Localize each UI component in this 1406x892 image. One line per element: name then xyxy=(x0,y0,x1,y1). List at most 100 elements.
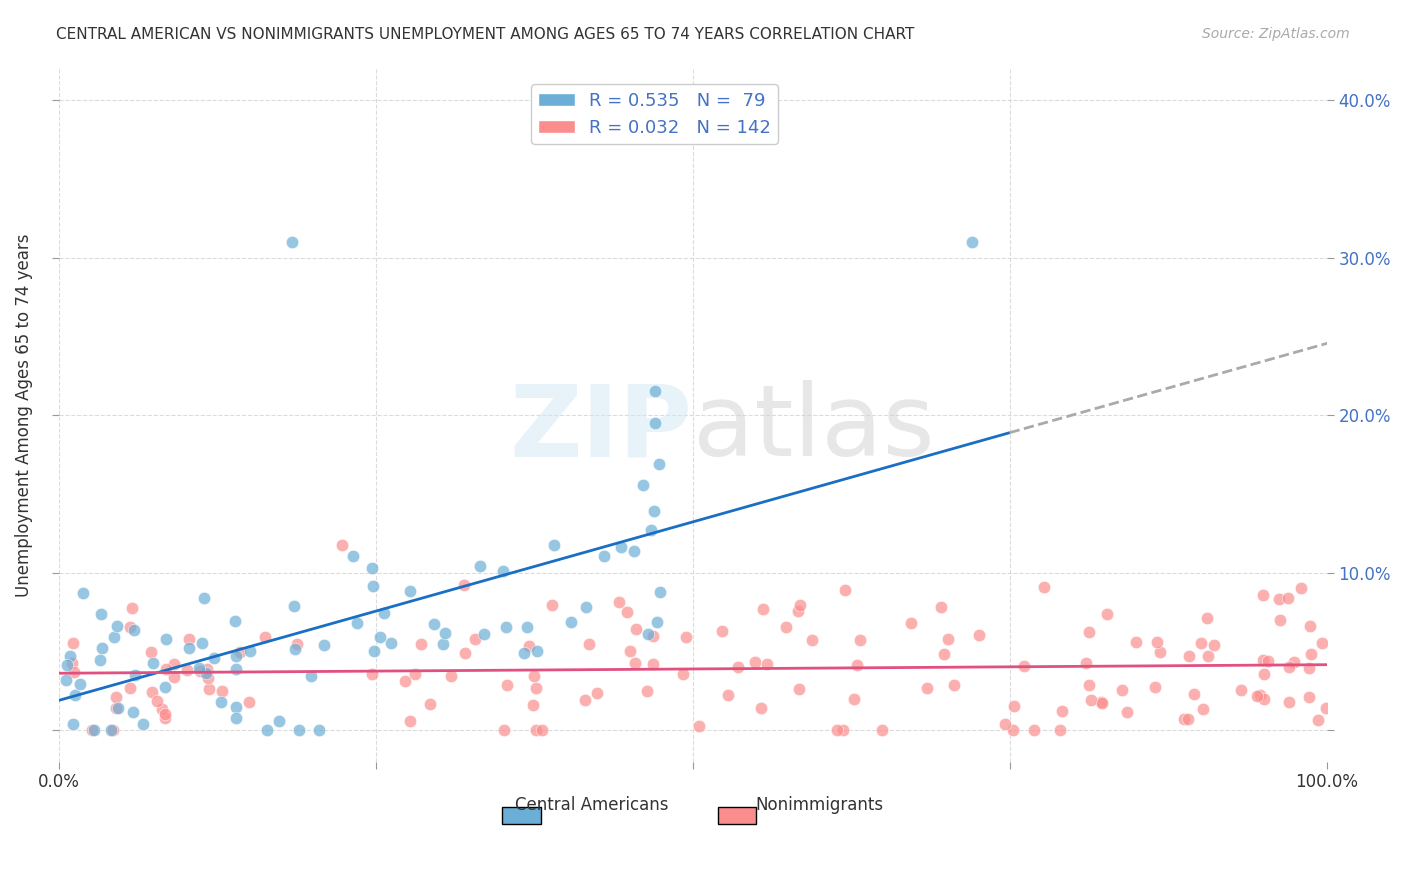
Point xyxy=(1144,680,1167,694)
Point xyxy=(155,711,177,725)
Point xyxy=(623,544,645,558)
Point xyxy=(284,641,307,656)
Point xyxy=(492,565,515,579)
Point xyxy=(585,686,607,700)
Point xyxy=(453,578,475,592)
Point xyxy=(380,635,402,649)
Point xyxy=(453,646,475,660)
Point xyxy=(870,723,893,738)
Point xyxy=(641,629,664,643)
Point xyxy=(90,607,112,622)
Point xyxy=(619,644,641,658)
Point xyxy=(1299,647,1322,661)
Point xyxy=(124,668,146,682)
Point xyxy=(56,658,79,673)
Point xyxy=(844,692,866,706)
Point xyxy=(640,523,662,537)
Point xyxy=(163,670,186,684)
Point xyxy=(688,719,710,733)
Point xyxy=(929,599,952,614)
Point xyxy=(492,723,515,738)
Point xyxy=(239,643,262,657)
Point xyxy=(524,681,547,695)
Point xyxy=(1125,634,1147,648)
Point xyxy=(609,540,631,554)
Point xyxy=(516,620,538,634)
Point xyxy=(644,416,666,430)
Point xyxy=(1277,591,1299,605)
Point xyxy=(641,657,664,671)
Point xyxy=(626,622,648,636)
FancyBboxPatch shape xyxy=(502,806,540,824)
Point xyxy=(1298,690,1320,704)
Point xyxy=(269,714,291,728)
Point xyxy=(900,616,922,631)
Point xyxy=(1267,592,1289,607)
Point xyxy=(1230,683,1253,698)
Point xyxy=(517,639,540,653)
Point xyxy=(711,624,734,638)
Point xyxy=(146,694,169,708)
Point xyxy=(1049,723,1071,738)
Point xyxy=(1268,613,1291,627)
Point xyxy=(409,636,432,650)
Point xyxy=(107,701,129,715)
Point xyxy=(394,674,416,689)
Point xyxy=(1246,689,1268,703)
Point xyxy=(1192,701,1215,715)
Point xyxy=(932,648,955,662)
Point xyxy=(155,632,177,647)
Point xyxy=(541,598,564,612)
Point xyxy=(363,644,385,658)
Point xyxy=(308,723,330,738)
Point xyxy=(1253,691,1275,706)
Text: CENTRAL AMERICAN VS NONIMMIGRANTS UNEMPLOYMENT AMONG AGES 65 TO 74 YEARS CORRELA: CENTRAL AMERICAN VS NONIMMIGRANTS UNEMPL… xyxy=(56,27,915,42)
Point xyxy=(1091,696,1114,710)
Point xyxy=(361,579,384,593)
Point xyxy=(361,667,384,681)
Point xyxy=(575,600,598,615)
Text: ZIP: ZIP xyxy=(510,381,693,477)
Point xyxy=(825,723,848,738)
Point xyxy=(195,665,218,680)
Point xyxy=(238,695,260,709)
Point xyxy=(120,620,142,634)
Point xyxy=(464,632,486,646)
Point xyxy=(1014,659,1036,673)
Point xyxy=(105,701,128,715)
Point xyxy=(91,640,114,655)
Point xyxy=(120,681,142,695)
Point xyxy=(256,723,278,738)
Point xyxy=(1177,649,1199,664)
Point xyxy=(1001,723,1024,738)
Point xyxy=(752,601,775,615)
Point xyxy=(1173,712,1195,726)
Point xyxy=(225,711,247,725)
Point xyxy=(643,503,665,517)
Point xyxy=(560,615,582,629)
Point xyxy=(211,683,233,698)
Point xyxy=(755,657,778,671)
Point xyxy=(285,637,308,651)
Point xyxy=(1115,705,1137,719)
Point xyxy=(346,616,368,631)
Point xyxy=(787,681,810,696)
Point xyxy=(82,723,104,738)
Point xyxy=(163,657,186,672)
Point xyxy=(280,235,302,249)
Point xyxy=(1202,638,1225,652)
Point xyxy=(543,537,565,551)
Point xyxy=(675,630,697,644)
Point xyxy=(141,685,163,699)
Point xyxy=(89,653,111,667)
Point xyxy=(1249,689,1271,703)
Point xyxy=(1299,619,1322,633)
Point xyxy=(312,638,335,652)
Point xyxy=(967,628,990,642)
Point xyxy=(1312,636,1334,650)
Point xyxy=(495,678,517,692)
Point xyxy=(1189,636,1212,650)
Point xyxy=(63,665,86,680)
Point xyxy=(342,549,364,563)
Point xyxy=(801,633,824,648)
